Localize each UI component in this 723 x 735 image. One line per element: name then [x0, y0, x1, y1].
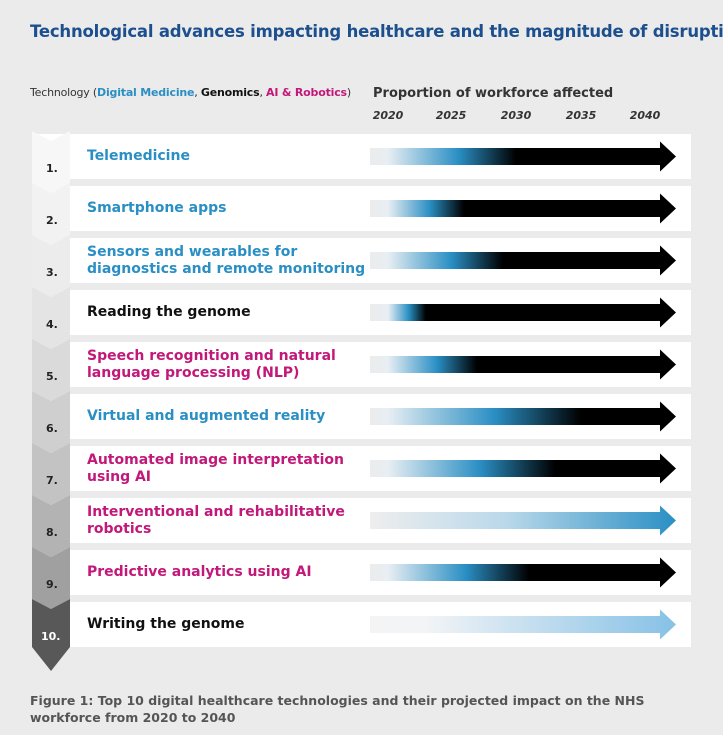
- rank-chevron: [32, 339, 70, 401]
- rank-chevron: [32, 235, 70, 297]
- technology-label: Predictive analytics using AI: [87, 564, 312, 580]
- x-tick-label: 2040: [629, 109, 661, 122]
- impact-arrow: [370, 609, 676, 640]
- technology-label: Automated image interpretation using AI: [87, 451, 344, 485]
- rank-number: 5.: [46, 370, 58, 383]
- rank-chevron: [32, 287, 70, 349]
- technology-label: Interventional and rehabilitative roboti…: [87, 503, 345, 537]
- rank-chevron: [32, 547, 70, 609]
- rank-chevron: [32, 599, 70, 671]
- rank-number: 8.: [46, 526, 58, 539]
- impact-arrow: [370, 349, 676, 380]
- rank-number: 6.: [46, 422, 58, 435]
- impact-arrow: [370, 557, 676, 588]
- legend-prefix: Technology (: [30, 86, 98, 99]
- rank-number: 3.: [46, 266, 58, 279]
- impact-arrow: [370, 401, 676, 432]
- impact-arrow: [370, 505, 676, 536]
- legend-sep-2: ,: [259, 86, 267, 99]
- rank-number: 2.: [46, 214, 58, 227]
- rank-number: 4.: [46, 318, 58, 331]
- x-tick-label: 2020: [372, 109, 404, 122]
- legend-suffix: ): [346, 86, 351, 99]
- impact-arrow: [370, 453, 676, 484]
- technology-label: Sensors and wearables for diagnostics an…: [87, 243, 366, 277]
- legend-digital-medicine: Digital Medicine: [97, 86, 195, 99]
- legend-sep-1: ,: [194, 86, 201, 99]
- figure-caption: Figure 1: Top 10 digital healthcare tech…: [30, 693, 645, 725]
- technology-label: Speech recognition and natural language …: [87, 347, 336, 381]
- technology-label: Reading the genome: [87, 304, 251, 320]
- legend: Technology (Digital Medicine, Genomics, …: [30, 86, 351, 99]
- rank-number: 9.: [46, 578, 58, 591]
- rank-chevron: [32, 495, 70, 557]
- rank-chevron: [32, 443, 70, 505]
- impact-arrow: [370, 297, 676, 328]
- x-tick-label: 2030: [500, 109, 532, 122]
- rank-number: 10.: [41, 630, 61, 643]
- impact-arrow: [370, 141, 676, 172]
- impact-arrow: [370, 193, 676, 224]
- technology-label: Virtual and augmented reality: [87, 408, 326, 424]
- technology-label: Smartphone apps: [87, 200, 227, 216]
- legend-ai-robotics: AI & Robotics: [266, 86, 347, 99]
- x-tick-label: 2025: [435, 109, 467, 122]
- rank-number: 7.: [46, 474, 58, 487]
- chart-title: Technological advances impacting healthc…: [30, 22, 723, 41]
- rank-chevron: [32, 183, 70, 245]
- technology-label: Writing the genome: [87, 616, 245, 632]
- impact-arrow: [370, 245, 676, 276]
- rank-number: 1.: [46, 162, 58, 175]
- technology-label: Telemedicine: [87, 148, 190, 164]
- rank-chevron: [32, 131, 70, 193]
- rank-chevron: [32, 391, 70, 453]
- x-axis-title: Proportion of workforce affected: [373, 86, 614, 101]
- x-tick-label: 2035: [565, 109, 597, 122]
- legend-genomics: Genomics: [200, 86, 260, 99]
